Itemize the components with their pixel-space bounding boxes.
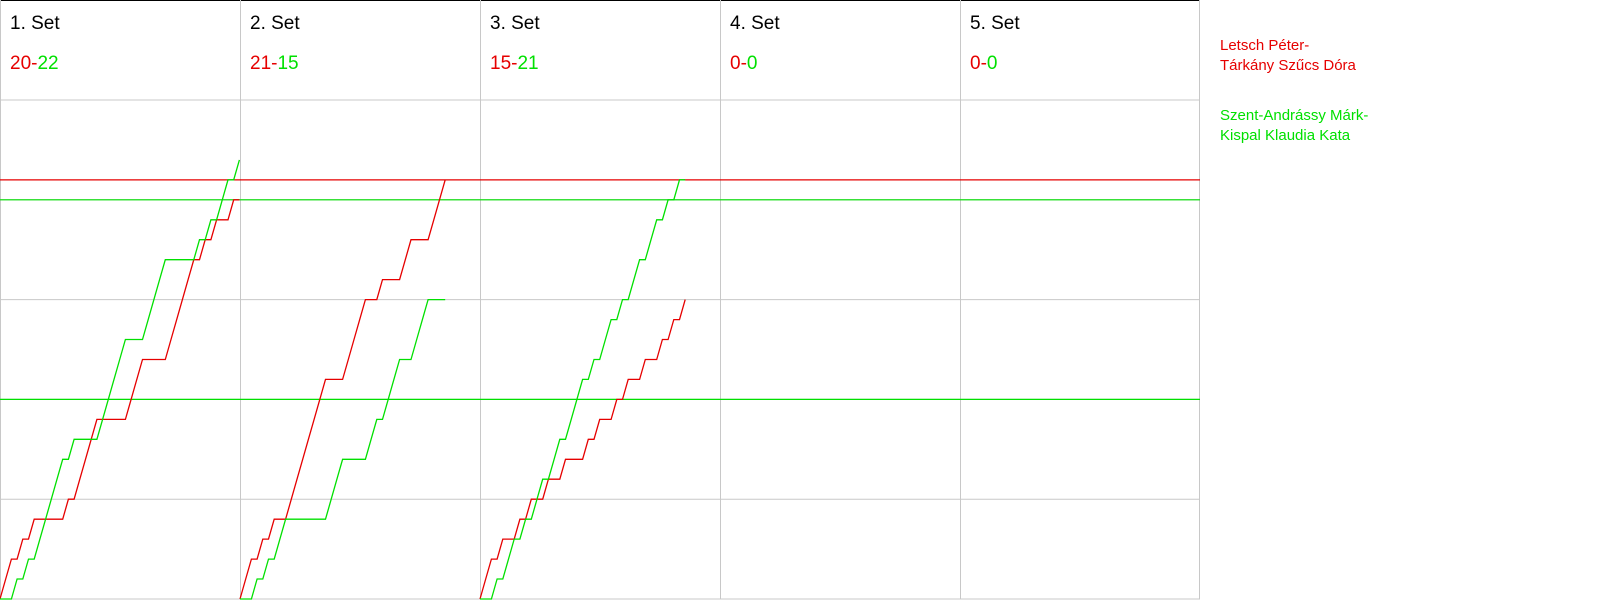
score-progression (0, 159, 241, 600)
legend-entry: Letsch Péter- (1220, 37, 1309, 54)
legend-entry: Kispal Klaudia Kata (1220, 127, 1351, 144)
legend-entry: Szent-Andrássy Márk- (1220, 107, 1368, 124)
set-title: 5. Set (970, 13, 1020, 34)
score-progression (480, 179, 686, 600)
set-score: 21-15 (250, 53, 299, 74)
set-title: 2. Set (250, 13, 300, 34)
score-separator: - (981, 53, 987, 74)
legend-entry: Tárkány Szűcs Dóra (1220, 57, 1357, 74)
score-team-2: 0 (987, 53, 998, 74)
score-team-1: 15 (490, 53, 511, 74)
set-score: 20-22 (10, 53, 59, 74)
score-separator: - (31, 53, 37, 74)
score-separator: - (741, 53, 747, 74)
score-team-2: 22 (37, 53, 58, 74)
set-score: 0-0 (730, 53, 757, 74)
score-team-1: 21 (250, 53, 271, 74)
score-team-1: 0 (970, 53, 981, 74)
set-score: 0-0 (970, 53, 997, 74)
score-team-2: 21 (517, 53, 538, 74)
score-team-1: 0 (730, 53, 741, 74)
score-progression (479, 299, 686, 600)
score-progression (0, 199, 240, 600)
set-title: 3. Set (490, 13, 540, 34)
score-separator: - (511, 53, 517, 74)
score-team-2: 0 (747, 53, 758, 74)
set-title: 4. Set (730, 13, 780, 34)
score-separator: - (271, 53, 277, 74)
set-score: 15-21 (490, 53, 539, 74)
score-team-1: 20 (10, 53, 31, 74)
set-title: 1. Set (10, 13, 60, 34)
score-progression (240, 298, 446, 600)
score-progression (239, 179, 446, 600)
score-team-2: 15 (277, 53, 298, 74)
